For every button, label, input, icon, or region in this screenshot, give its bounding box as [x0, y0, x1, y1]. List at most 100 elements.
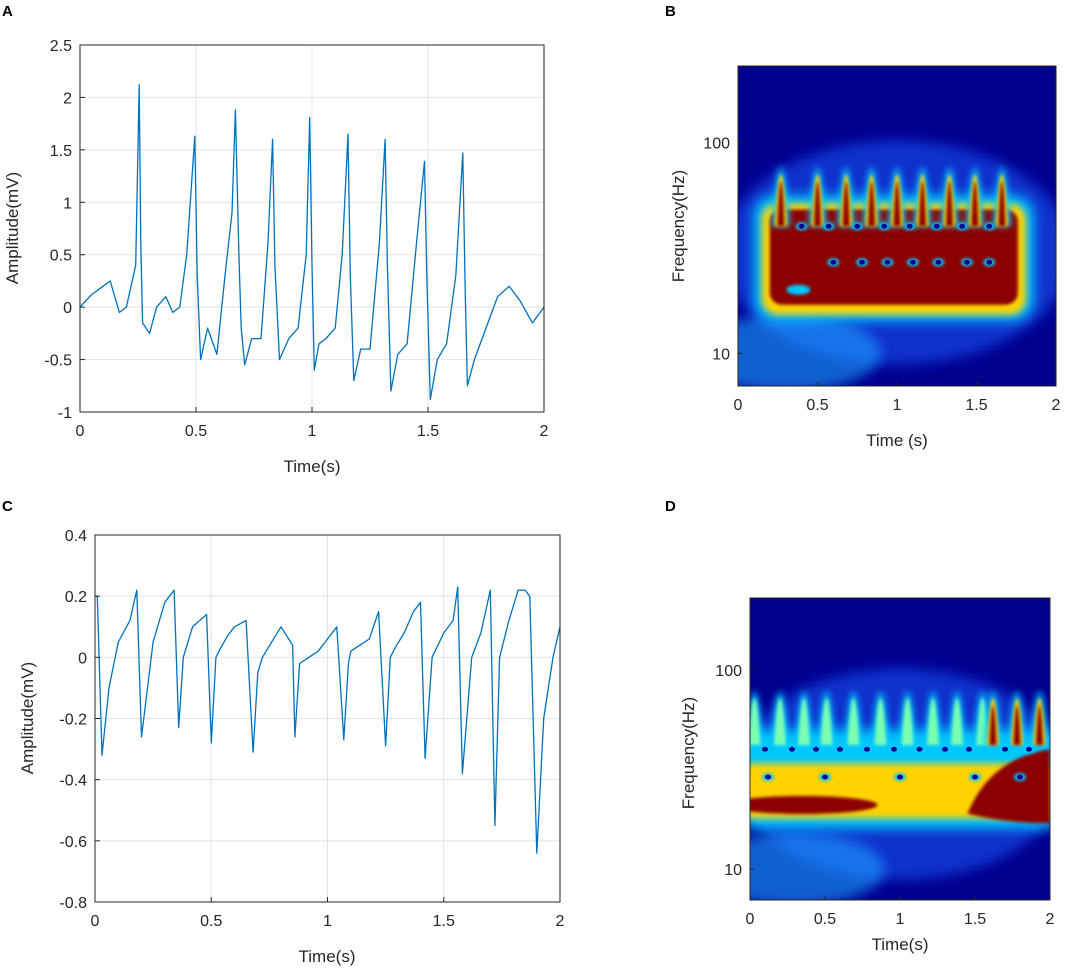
- y-tick-label: 0.4: [65, 528, 87, 545]
- x-tick-label: 1.5: [964, 911, 986, 928]
- x-tick-label: 0: [734, 397, 743, 414]
- panel-c-line-chart: 0 0.5 1 1.5 2 -0.8 -0.6 -0.4 -0.2 0 0.2 0.4 Time(s)…: [18, 528, 565, 966]
- scalogram-upper-dot: [942, 746, 948, 752]
- y-tick-label: -0.8: [59, 895, 87, 912]
- x-tick-label: 1: [893, 397, 902, 414]
- scalogram-beat-spike-core: [777, 181, 785, 227]
- y-tick-label: 1: [63, 195, 72, 212]
- scalogram-red-band-left: [750, 795, 878, 814]
- y-tick-label: -0.2: [59, 712, 87, 729]
- x-tick-label: 0.5: [814, 911, 836, 928]
- scalogram-beat-spike: [901, 698, 914, 746]
- scalogram-lower-dot: [822, 774, 828, 780]
- x-tick-label: 0: [91, 913, 100, 930]
- scalogram-beat-spike-core: [989, 705, 997, 746]
- scalogram-beat-spike: [847, 698, 860, 746]
- scalogram-beat-spike-core: [918, 181, 926, 227]
- x-tick-label: 2: [1046, 911, 1055, 928]
- x-tick-label: 1: [896, 911, 905, 928]
- x-tick-label: 1.5: [965, 397, 987, 414]
- scalogram-upper-dot: [891, 746, 897, 752]
- y-tick-label: -0.6: [59, 834, 87, 851]
- ecg-series-line: [95, 586, 560, 854]
- scalogram-lower-dot: [986, 259, 993, 265]
- x-axis-label-a: Time(s): [284, 457, 341, 476]
- scalogram-low-band: [738, 314, 882, 386]
- scalogram-lower-dot: [963, 259, 970, 265]
- ecg-series-line: [80, 84, 544, 401]
- scalogram-beat-spike-core: [868, 181, 876, 227]
- scalogram-upper-dot: [1002, 746, 1008, 752]
- x-tick-label: 2: [1052, 397, 1061, 414]
- scalogram-beat-spike-core: [842, 181, 850, 227]
- scalogram-beat-spike: [820, 698, 833, 746]
- panel-letter-b: B: [665, 3, 676, 20]
- y-axis-label-a: Amplitude(mV): [3, 172, 22, 284]
- scalogram-lower-dot: [972, 774, 978, 780]
- scalogram-upper-dot: [789, 746, 795, 752]
- scalogram-low-blob: [786, 284, 811, 295]
- scalogram-upper-dot: [837, 746, 843, 752]
- scalogram-beat-spike-core: [971, 181, 979, 227]
- scalogram-beat-spike-core: [814, 181, 821, 227]
- y-axis-label-d: Frequency(Hz): [679, 697, 698, 809]
- scalogram-beat-spike: [927, 698, 939, 746]
- scalogram-upper-dot: [986, 223, 993, 229]
- y-tick-label: 0: [78, 650, 87, 667]
- scalogram-lower-dot: [884, 259, 891, 265]
- y-tick-label: 0.5: [50, 248, 72, 265]
- x-tick-label: 1.5: [433, 913, 455, 930]
- panel-d-scalogram: 0 0.5 1 1.5 2 10 100 Time(s) Frequency(Hz): [679, 597, 1055, 954]
- scalogram-beat-spike: [874, 698, 887, 746]
- panel-a-line-chart: 0 0.5 1 1.5 2 -1 -0.5 0 0.5 1 1.5 2 2.5 Time(s) Ampl…: [3, 38, 549, 476]
- x-tick-label: 1.5: [417, 423, 439, 440]
- y-tick-label: 10: [712, 346, 730, 363]
- scalogram-lower-dot: [909, 259, 916, 265]
- scalogram-beat-spike-core: [893, 181, 901, 227]
- panel-letter-c: C: [2, 498, 13, 515]
- scalogram-band-core: [769, 209, 1018, 305]
- y-tick-label: 2.5: [50, 38, 72, 55]
- scalogram-low-band: [750, 832, 885, 900]
- panel-b-scalogram: 0 0.5 1 1.5 2 10 100 Time (s) Frequency(Hz): [669, 65, 1061, 450]
- x-tick-label: 2: [556, 913, 565, 930]
- scalogram-lower-dot: [1017, 774, 1023, 780]
- x-tick-label: 0.5: [806, 397, 828, 414]
- y-axis-label-b: Frequency(Hz): [669, 170, 688, 282]
- scalogram-upper-dot: [1026, 746, 1032, 752]
- scalogram-upper-dot: [864, 746, 870, 752]
- grid-c: [95, 535, 560, 902]
- scalogram-red-band-right: [967, 749, 1050, 824]
- scalogram-beat-spike: [798, 698, 810, 746]
- scalogram-beat-spike-core: [945, 181, 953, 227]
- x-tick-label: 0.5: [185, 423, 207, 440]
- scalogram-upper-dot: [959, 223, 966, 229]
- x-tick-label: 1: [308, 423, 317, 440]
- scalogram-upper-dot: [906, 223, 913, 229]
- scalogram-lower-dot: [859, 259, 866, 265]
- x-axis-label-d: Time(s): [872, 935, 929, 954]
- scalogram-upper-dot: [813, 746, 819, 752]
- scalogram-beat-spike: [951, 698, 963, 746]
- scalogram-lower-dot: [765, 774, 771, 780]
- y-tick-label: 0.2: [65, 589, 87, 606]
- scalogram-beat-spike-core: [998, 181, 1006, 227]
- y-axis-label-c: Amplitude(mV): [18, 662, 37, 774]
- y-tick-label: -0.5: [44, 353, 72, 370]
- y-tick-label: 2: [63, 90, 72, 107]
- y-tick-label: 1.5: [50, 143, 72, 160]
- x-axis-label-b: Time (s): [866, 431, 928, 450]
- scalogram-beat-spike-core: [1036, 705, 1043, 746]
- y-tick-label: 0: [63, 300, 72, 317]
- y-tick-label: -0.4: [59, 773, 87, 790]
- panel-letter-d: D: [665, 498, 676, 515]
- scalogram-lower-dot: [935, 259, 942, 265]
- x-axis-label-c: Time(s): [299, 947, 356, 966]
- x-tick-label: 0: [76, 423, 85, 440]
- x-tick-label: 1: [323, 913, 332, 930]
- x-tick-label: 0: [746, 911, 755, 928]
- y-tick-label: 100: [703, 135, 730, 152]
- scalogram-beat-spike: [774, 698, 786, 746]
- scalogram-upper-dot: [916, 746, 923, 752]
- x-tick-label: 0.5: [200, 913, 222, 930]
